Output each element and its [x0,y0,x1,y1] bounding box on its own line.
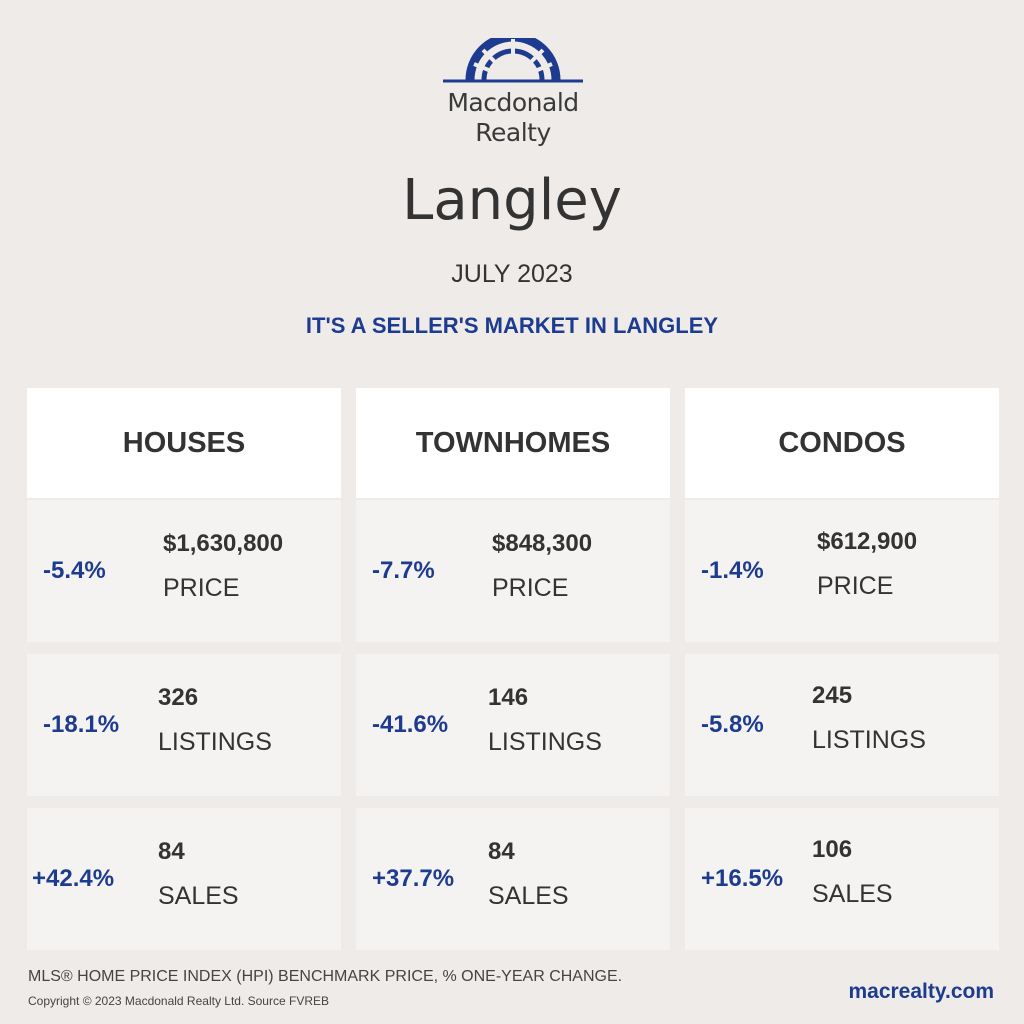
stat-label: SALES [158,882,239,910]
condos-column: CONDOS -1.4% $612,900 PRICE -5.8% 245 LI… [685,388,999,950]
listings-stat-card: -41.6% 146 LISTINGS [356,654,670,796]
price-stat-card: -1.4% $612,900 PRICE [685,500,999,642]
stat-label: PRICE [163,574,240,602]
price-stat-card: -7.7% $848,300 PRICE [356,500,670,642]
houses-column: HOUSES -5.4% $1,630,800 PRICE -18.1% 326… [27,388,341,950]
stat-value: 84 [158,838,185,865]
stat-label: SALES [488,882,569,910]
stat-value: $1,630,800 [163,530,284,557]
brand-logo: Macdonald Realty [438,38,588,153]
townhomes-column: TOWNHOMES -7.7% $848,300 PRICE -41.6% 14… [356,388,670,950]
percent-change: -5.8% [701,711,764,738]
percent-change: +16.5% [701,865,784,892]
listings-stat-card: -5.8% 245 LISTINGS [685,654,999,796]
stat-value: 106 [812,836,853,863]
website-link[interactable]: macrealty.com [848,980,994,1003]
percent-change: -7.7% [372,557,435,584]
stat-value: $612,900 [817,528,918,555]
stat-value: $848,300 [492,530,593,557]
sales-stat-card: +37.7% 84 SALES [356,808,670,950]
stat-label: SALES [812,880,893,908]
column-header: TOWNHOMES [356,388,670,498]
sales-stat-card: +42.4% 84 SALES [27,808,341,950]
price-stat-card: -5.4% $1,630,800 PRICE [27,500,341,642]
stat-label: LISTINGS [488,728,602,756]
column-header: HOUSES [27,388,341,498]
listings-stat-card: -18.1% 326 LISTINGS [27,654,341,796]
stat-label: PRICE [817,572,894,600]
hpi-footnote: MLS® HOME PRICE INDEX (HPI) BENCHMARK PR… [28,968,623,985]
stat-label: LISTINGS [158,728,272,756]
copyright-notice: Copyright © 2023 Macdonald Realty Ltd. S… [28,994,329,1008]
stat-value: 326 [158,684,199,711]
stat-value: 245 [812,682,853,709]
city-title: Langley [402,168,622,233]
stat-value: 146 [488,684,529,711]
brand-name-line2: Realty [475,118,551,147]
percent-change: -41.6% [372,711,449,738]
stat-label: PRICE [492,574,569,602]
sunrise-logo-icon [443,38,583,83]
stat-label: LISTINGS [812,726,926,754]
percent-change: +42.4% [32,865,115,892]
market-tagline: IT'S A SELLER'S MARKET IN LANGLEY [305,313,719,338]
percent-change: +37.7% [372,865,455,892]
brand-name-line1: Macdonald [447,88,579,117]
stat-value: 84 [488,838,515,865]
percent-change: -1.4% [701,557,764,584]
report-period: JULY 2023 [451,260,573,288]
percent-change: -5.4% [43,557,106,584]
column-header: CONDOS [685,388,999,498]
percent-change: -18.1% [43,711,120,738]
sales-stat-card: +16.5% 106 SALES [685,808,999,950]
